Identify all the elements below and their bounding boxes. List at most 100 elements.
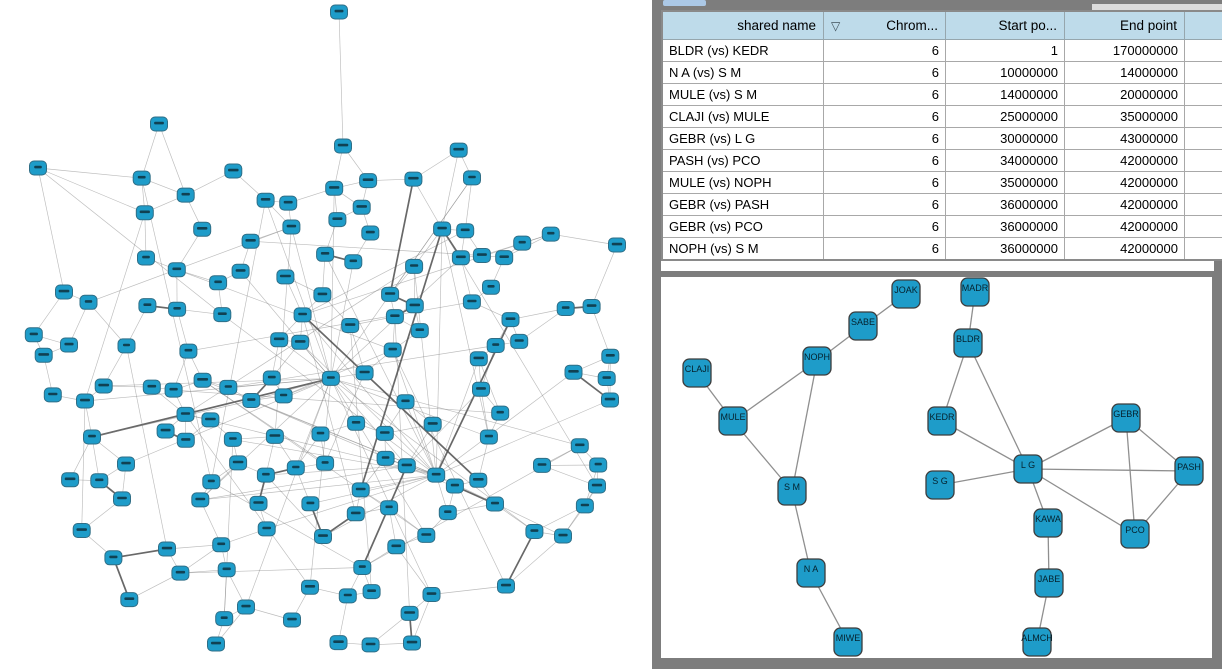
- network-edge[interactable]: [222, 314, 437, 476]
- node-noph[interactable]: NOPH: [802, 346, 832, 376]
- network-node[interactable]: [575, 498, 594, 514]
- cell-chrom[interactable]: 6: [823, 149, 946, 172]
- network-node[interactable]: [361, 637, 380, 653]
- node-bldr[interactable]: BLDR: [953, 328, 983, 358]
- network-node[interactable]: [316, 455, 335, 471]
- network-node[interactable]: [351, 482, 370, 498]
- network-edge[interactable]: [431, 585, 507, 595]
- network-node[interactable]: [554, 528, 572, 544]
- network-edge[interactable]: [88, 302, 127, 347]
- network-node[interactable]: [376, 450, 395, 466]
- network-edge[interactable]: [324, 372, 365, 464]
- network-edge[interactable]: [406, 389, 482, 467]
- network-node[interactable]: [329, 635, 348, 651]
- network-edge[interactable]: [349, 325, 365, 373]
- network-node[interactable]: [257, 521, 276, 537]
- network-node[interactable]: [355, 365, 374, 381]
- network-node[interactable]: [279, 195, 298, 211]
- network-node[interactable]: [282, 219, 301, 235]
- network-edge[interactable]: [505, 535, 564, 587]
- column-header-shared[interactable]: shared name: [661, 10, 824, 40]
- network-node[interactable]: [150, 116, 168, 132]
- network-node[interactable]: [270, 332, 289, 348]
- network-node[interactable]: [60, 337, 78, 353]
- network-node[interactable]: [403, 635, 421, 651]
- node-miwe[interactable]: MIWE: [833, 627, 863, 657]
- network-node[interactable]: [513, 235, 532, 251]
- network-node[interactable]: [207, 636, 225, 652]
- main-network-view[interactable]: [0, 0, 652, 669]
- network-node[interactable]: [423, 416, 442, 432]
- network-node[interactable]: [597, 371, 616, 386]
- cell-genetic[interactable]: 7.5: [1184, 83, 1222, 106]
- network-node[interactable]: [383, 342, 402, 358]
- network-node[interactable]: [486, 338, 505, 353]
- network-node[interactable]: [344, 254, 363, 270]
- cell-end[interactable]: 42000000: [1064, 237, 1185, 261]
- cell-end[interactable]: 42000000: [1064, 193, 1185, 216]
- cell-chrom[interactable]: 6: [823, 105, 946, 128]
- network-edge[interactable]: [389, 178, 415, 295]
- network-node[interactable]: [34, 347, 53, 363]
- network-edge[interactable]: [88, 226, 292, 303]
- node-jabe[interactable]: JABE: [1034, 568, 1064, 598]
- network-node[interactable]: [142, 379, 161, 395]
- network-edge[interactable]: [330, 378, 408, 467]
- cell-chrom[interactable]: 6: [823, 127, 946, 150]
- network-node[interactable]: [608, 237, 626, 253]
- network-edge[interactable]: [166, 544, 222, 550]
- network-node[interactable]: [286, 460, 305, 476]
- node-gebr[interactable]: GEBR: [1111, 403, 1141, 433]
- network-edge[interactable]: [84, 212, 146, 402]
- cell-start[interactable]: 35000000: [945, 171, 1065, 194]
- node-s-m[interactable]: S M: [777, 476, 807, 506]
- network-node[interactable]: [313, 287, 332, 303]
- network-edge[interactable]: [245, 378, 332, 608]
- cell-shared[interactable]: N A (vs) S M: [661, 61, 824, 84]
- network-node[interactable]: [325, 180, 344, 196]
- network-node[interactable]: [601, 348, 620, 364]
- network-node[interactable]: [215, 611, 234, 627]
- network-edge[interactable]: [338, 11, 344, 147]
- network-node[interactable]: [359, 173, 378, 189]
- network-node[interactable]: [117, 338, 136, 354]
- cell-shared[interactable]: MULE (vs) NOPH: [661, 171, 824, 194]
- network-node[interactable]: [224, 163, 243, 179]
- network-node[interactable]: [176, 406, 195, 422]
- network-node[interactable]: [156, 423, 175, 439]
- network-edge[interactable]: [435, 228, 443, 476]
- network-node[interactable]: [533, 457, 551, 473]
- node-sabe[interactable]: SABE: [848, 311, 878, 341]
- network-edge[interactable]: [37, 167, 223, 315]
- network-edge[interactable]: [389, 177, 473, 295]
- network-edge[interactable]: [441, 150, 460, 230]
- network-edge[interactable]: [505, 531, 536, 587]
- network-node[interactable]: [422, 587, 441, 602]
- network-node[interactable]: [209, 275, 228, 291]
- network-node[interactable]: [381, 286, 400, 302]
- cell-chrom[interactable]: 6: [823, 237, 946, 261]
- node-joak[interactable]: JOAK: [891, 279, 921, 309]
- cell-end[interactable]: 170000000: [1064, 39, 1185, 62]
- network-edge[interactable]: [188, 301, 472, 352]
- network-node[interactable]: [445, 478, 464, 494]
- network-edge[interactable]: [791, 360, 818, 492]
- network-node[interactable]: [495, 250, 514, 266]
- network-edge[interactable]: [411, 594, 432, 644]
- network-node[interactable]: [231, 263, 250, 279]
- network-node[interactable]: [113, 491, 131, 507]
- network-node[interactable]: [404, 171, 423, 187]
- cell-end[interactable]: 42000000: [1064, 149, 1185, 172]
- network-node[interactable]: [462, 294, 481, 310]
- cell-chrom[interactable]: 6: [823, 193, 946, 216]
- network-edge[interactable]: [37, 167, 142, 179]
- network-node[interactable]: [361, 225, 380, 241]
- cell-shared[interactable]: GEBR (vs) PASH: [661, 193, 824, 216]
- network-edge[interactable]: [324, 254, 437, 476]
- network-node[interactable]: [433, 221, 452, 237]
- table-row[interactable]: CLAJI (vs) MULE625000000350000005.9: [661, 105, 1222, 128]
- network-node[interactable]: [380, 500, 399, 516]
- network-node[interactable]: [283, 612, 301, 628]
- cell-end[interactable]: 35000000: [1064, 105, 1185, 128]
- network-node[interactable]: [201, 412, 220, 428]
